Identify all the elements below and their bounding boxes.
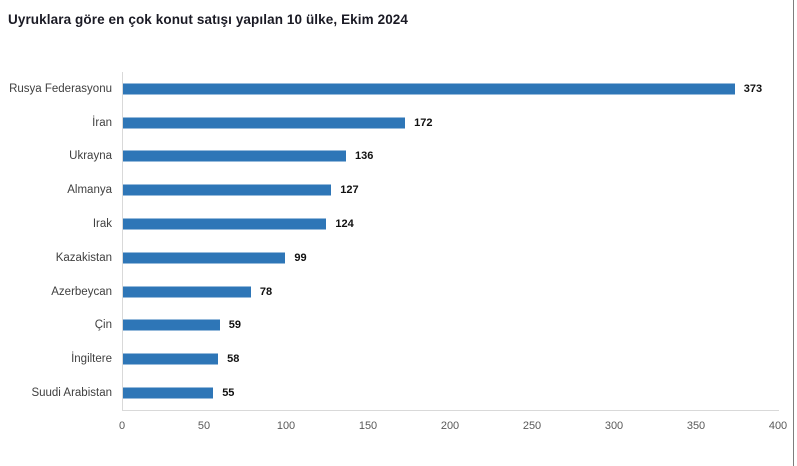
x-tick-label: 0: [118, 420, 126, 432]
category-label: İngiltere: [71, 353, 112, 366]
category-label: Rusya Federasyonu: [9, 82, 112, 95]
bar-row: 172: [123, 106, 779, 140]
category-label: Çin: [94, 319, 112, 332]
x-tick-label: 200: [440, 420, 460, 432]
bar: [123, 117, 406, 129]
x-tick-label: 400: [768, 420, 788, 432]
value-label: 78: [259, 285, 273, 298]
bar-row: 55: [123, 376, 779, 410]
x-tick-label: 350: [686, 420, 706, 432]
category-axis: Rusya Federasyonu İran Ukrayna Almanya Irak K…: [0, 72, 112, 410]
bar: [123, 252, 286, 264]
category-label: Kazakistan: [55, 251, 112, 264]
bar-row: 136: [123, 140, 779, 174]
value-label: 172: [414, 116, 433, 129]
bar: [123, 150, 347, 162]
value-label: 127: [340, 184, 359, 197]
value-label: 136: [355, 150, 374, 163]
category-label: Ukrayna: [69, 150, 112, 163]
bar: [123, 286, 251, 298]
bar: [123, 319, 220, 331]
bar-row: 373: [123, 72, 779, 106]
bar-row: 127: [123, 173, 779, 207]
bar-row: 99: [123, 241, 779, 275]
category-label: Irak: [92, 218, 112, 231]
x-tick-label: 100: [276, 420, 296, 432]
window-edge-line: [792, 0, 794, 466]
value-label: 124: [335, 218, 354, 231]
value-label: 58: [227, 353, 240, 366]
plot-area: 373 172 136 127 124 99 78 59 58 55: [122, 72, 779, 411]
category-label: İran: [92, 116, 112, 129]
bar: [123, 218, 327, 230]
category-label: Suudi Arabistan: [31, 387, 112, 400]
value-label: 99: [294, 251, 307, 264]
bar-row: 124: [123, 207, 779, 241]
x-tick-label: 50: [197, 420, 211, 432]
bar: [123, 83, 735, 95]
bar-row: 58: [123, 342, 779, 376]
bar: [123, 387, 214, 399]
bar: [123, 353, 219, 365]
bar-row: 78: [123, 275, 779, 309]
category-label: Almanya: [67, 184, 112, 197]
x-axis: 0 50 100 150 200 250 300 350 400: [118, 411, 787, 441]
chart-title: Uyruklara göre en çok konut satışı yapıl…: [8, 12, 409, 27]
x-tick-label: 250: [522, 420, 542, 432]
bar-row: 59: [123, 309, 779, 343]
category-label: Azerbeycan: [51, 285, 112, 298]
value-label: 55: [222, 387, 235, 400]
x-tick-label: 150: [358, 420, 378, 432]
x-tick-label: 300: [604, 420, 624, 432]
bar: [123, 184, 332, 196]
value-label: 373: [743, 82, 763, 95]
value-label: 59: [228, 319, 241, 332]
